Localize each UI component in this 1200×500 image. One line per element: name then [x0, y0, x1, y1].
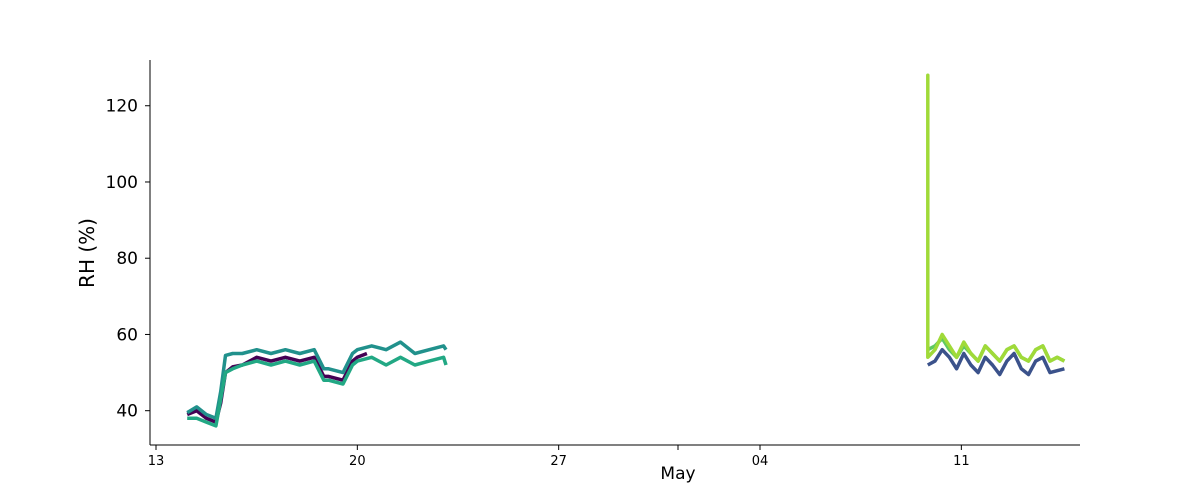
series-line-6	[926, 73, 1066, 363]
y-tick-label: 60	[116, 325, 138, 345]
x-tick-label: 20	[349, 454, 366, 469]
y-tick-label: 100	[106, 173, 138, 193]
y-tick-label: 120	[106, 97, 138, 117]
y-axis-label: RH (%)	[75, 218, 99, 288]
x-tick-label: 04	[752, 454, 769, 469]
series-layer	[186, 73, 1066, 428]
x-axis-label: May	[660, 464, 695, 484]
y-tick-label: 40	[116, 402, 138, 422]
x-tick-label: 11	[953, 454, 970, 469]
series-line-4	[187, 355, 448, 428]
x-ticks: 13 20 27 04 11	[148, 445, 970, 469]
y-tick-label: 80	[116, 249, 138, 269]
y-ticks: 40 60 80 100 120	[106, 97, 150, 422]
x-tick-label: 13	[148, 454, 165, 469]
x-tick-label: 27	[550, 454, 567, 469]
series-line-2	[926, 347, 1065, 377]
